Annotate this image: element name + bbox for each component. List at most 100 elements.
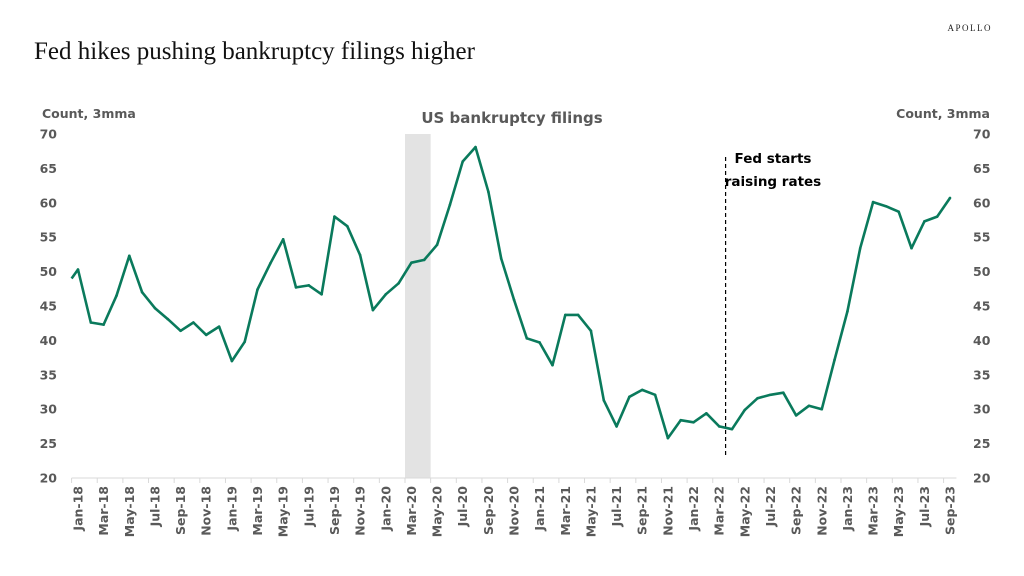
- data-point: [461, 160, 465, 163]
- data-point: [294, 286, 298, 289]
- data-point: [910, 246, 913, 250]
- data-point: [243, 340, 247, 344]
- data-point: [204, 333, 208, 337]
- y-tick-label-right: 35: [973, 367, 990, 382]
- data-point: [820, 407, 824, 411]
- x-tick-label: Jul-21: [609, 486, 624, 527]
- data-point: [307, 284, 311, 287]
- y-tick-label-left: 50: [40, 264, 58, 279]
- data-point: [474, 145, 477, 149]
- y-tick-label-left: 65: [40, 161, 57, 176]
- x-tick-label: Jan-22: [686, 486, 701, 532]
- data-point: [743, 408, 747, 412]
- y-tick-label-right: 50: [973, 264, 991, 279]
- data-point: [846, 310, 849, 313]
- y-tick-label-right: 30: [973, 402, 991, 417]
- data-point: [897, 210, 901, 214]
- x-tick-label: Jan-19: [224, 486, 239, 532]
- y-tick-label-right: 45: [973, 299, 990, 314]
- y-tick-label-left: 45: [40, 299, 57, 314]
- data-point: [525, 337, 529, 340]
- data-point: [179, 329, 182, 333]
- x-tick-label: Sep-23: [943, 486, 958, 535]
- x-tick-label: Sep-19: [327, 486, 342, 535]
- x-tick-label: Mar-19: [250, 486, 265, 536]
- x-tick-label: Mar-18: [96, 486, 111, 536]
- data-point: [448, 203, 452, 207]
- data-point: [384, 293, 388, 296]
- x-tick-label: Jul-22: [763, 486, 778, 527]
- x-tick-label: Jul-19: [301, 486, 316, 527]
- data-point: [717, 425, 721, 428]
- data-point: [807, 404, 811, 408]
- data-point: [705, 412, 708, 415]
- data-point: [602, 398, 606, 402]
- page-title: Fed hikes pushing bankruptcy filings hig…: [34, 38, 475, 65]
- data-point: [333, 215, 336, 218]
- x-tick-label: Jan-18: [71, 486, 86, 532]
- data-point: [192, 321, 195, 324]
- data-point: [397, 281, 400, 285]
- data-point: [102, 323, 105, 326]
- y-tick-label-left: 60: [40, 195, 58, 210]
- x-tick-label: Sep-18: [173, 486, 188, 535]
- x-tick-label: Jan-20: [378, 486, 393, 532]
- brand-logo: APOLLO: [947, 23, 992, 33]
- data-point: [256, 288, 259, 291]
- y-tick-label-right: 60: [973, 195, 991, 210]
- data-point: [512, 298, 516, 302]
- y-tick-label-right: 25: [973, 436, 990, 451]
- y-tick-label-left: 30: [40, 402, 58, 417]
- y-tick-label-right: 20: [973, 471, 991, 486]
- data-point: [217, 325, 221, 328]
- data-point: [858, 246, 862, 250]
- data-point: [166, 317, 170, 321]
- data-point: [589, 329, 593, 333]
- annotation-line1: Fed starts: [735, 151, 812, 167]
- y-tick-label-left: 70: [40, 127, 58, 142]
- data-point: [781, 391, 785, 394]
- data-point: [935, 215, 939, 218]
- x-tick-label: Jan-23: [840, 486, 855, 532]
- x-tick-label: Sep-22: [789, 486, 804, 535]
- y-tick-label-left: 40: [40, 333, 58, 348]
- x-tick-label: Sep-21: [635, 486, 650, 535]
- data-point: [576, 313, 580, 317]
- data-point: [76, 268, 80, 271]
- x-tick-label: May-18: [122, 486, 137, 537]
- y-tick-label-left: 20: [40, 471, 58, 486]
- y-tick-label-right: 70: [973, 127, 991, 142]
- x-tick-label: May-20: [430, 486, 445, 538]
- data-point: [640, 388, 644, 392]
- data-point: [730, 427, 734, 431]
- data-point: [692, 420, 695, 424]
- data-point: [281, 237, 285, 241]
- y-tick-label-left: 25: [40, 436, 57, 451]
- x-tick-label: Jul-23: [917, 486, 932, 527]
- x-tick-label: May-23: [891, 486, 906, 537]
- data-point: [653, 393, 657, 397]
- data-point: [320, 293, 323, 296]
- x-tick-label: Sep-20: [481, 486, 496, 535]
- data-point: [269, 262, 272, 265]
- data-point: [410, 261, 413, 264]
- x-tick-label: Jul-18: [147, 486, 162, 527]
- data-point: [551, 363, 554, 367]
- data-point: [923, 220, 926, 223]
- y-tick-label-right: 40: [973, 333, 991, 348]
- annotation-line2: raising rates: [725, 174, 821, 190]
- data-point: [153, 306, 157, 310]
- data-point: [884, 204, 888, 208]
- data-point: [358, 253, 362, 257]
- data-point: [371, 308, 375, 312]
- data-point: [230, 359, 234, 363]
- x-tick-label: May-22: [737, 486, 752, 537]
- y-tick-label-right: 65: [973, 161, 990, 176]
- data-point: [615, 425, 618, 428]
- data-point: [435, 243, 439, 247]
- y-tick-label-left: 55: [40, 230, 57, 245]
- x-tick-label: May-21: [583, 486, 598, 537]
- y-axis-label-left: Count, 3mma: [42, 106, 136, 121]
- data-point: [538, 341, 541, 344]
- data-point: [628, 395, 631, 399]
